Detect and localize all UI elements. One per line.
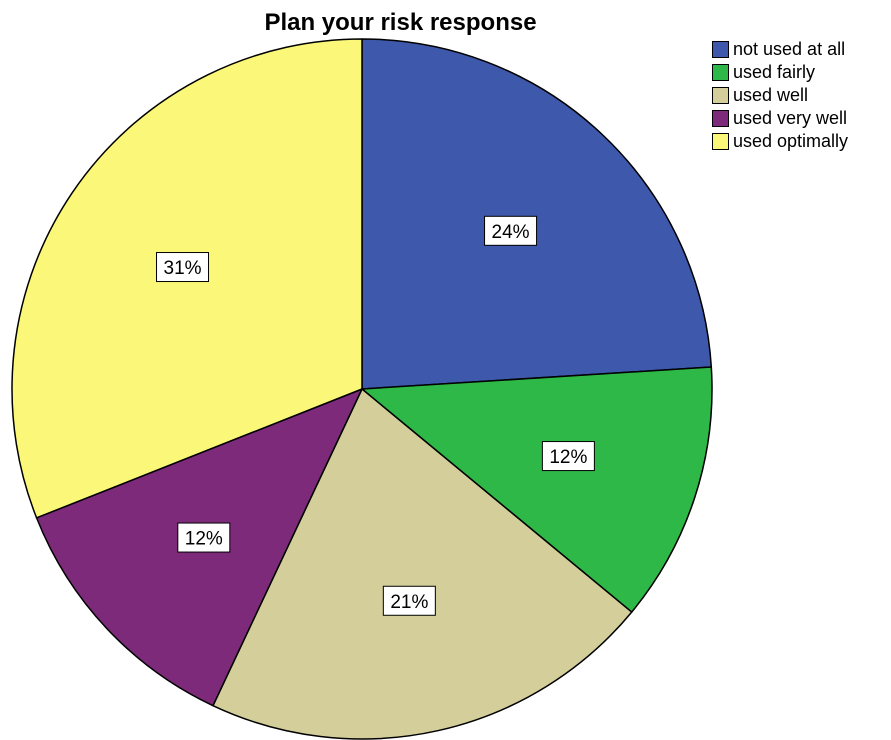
data-label-text: 24% bbox=[492, 222, 530, 243]
data-label-used-fairly: 12% bbox=[541, 441, 595, 472]
data-label-box bbox=[382, 585, 436, 616]
data-label-not-used-at-all: 24% bbox=[484, 215, 538, 246]
pie-slice-not-used-at-all bbox=[361, 38, 713, 390]
pie-slices bbox=[11, 38, 713, 740]
data-label-box bbox=[541, 441, 595, 472]
legend-label: used well bbox=[733, 85, 809, 105]
chart-title: Plan your risk response bbox=[0, 9, 891, 37]
legend-label: used optimally bbox=[733, 131, 849, 151]
legend-label: not used at all bbox=[733, 39, 846, 59]
legend-item-not-used-at-all: not used at all bbox=[712, 38, 888, 61]
legend-item-used-optimally: used optimally bbox=[712, 130, 888, 153]
data-label-text: 21% bbox=[390, 592, 428, 613]
data-label-used-well: 21% bbox=[382, 585, 436, 616]
legend-swatch bbox=[712, 41, 729, 58]
legend-swatch bbox=[712, 87, 729, 104]
data-label-box bbox=[156, 252, 210, 283]
data-label-text: 12% bbox=[185, 529, 223, 550]
pie-data-labels: 24% 12% 21% 12% 31% bbox=[156, 215, 595, 616]
data-label-text: 31% bbox=[164, 258, 202, 279]
data-label-used-optimally: 31% bbox=[156, 252, 210, 283]
legend-item-used-well: used well bbox=[712, 84, 888, 107]
chart-title-text: Plan your risk response bbox=[264, 9, 537, 36]
legend-item-used-very-well: used very well bbox=[712, 107, 888, 130]
data-label-box bbox=[177, 522, 231, 553]
legend-swatch bbox=[712, 110, 729, 127]
legend-item-used-fairly: used fairly bbox=[712, 61, 888, 84]
data-label-used-very-well: 12% bbox=[177, 522, 231, 553]
legend-label: used fairly bbox=[733, 62, 816, 82]
pie-slice-used-fairly bbox=[361, 366, 713, 613]
data-label-text: 12% bbox=[549, 447, 587, 468]
legend-label: used very well bbox=[733, 108, 848, 128]
legend-swatch bbox=[712, 64, 729, 81]
pie-slice-used-well bbox=[212, 388, 633, 740]
data-label-box bbox=[484, 215, 538, 246]
legend-swatch bbox=[712, 133, 729, 150]
legend: not used at all used fairly used well used … bbox=[712, 38, 888, 153]
